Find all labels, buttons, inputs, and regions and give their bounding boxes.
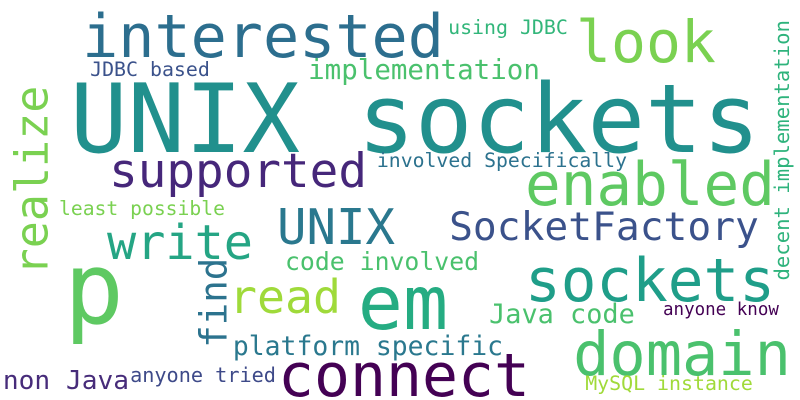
word-decent-implementation: decent implementation (769, 19, 794, 281)
word-realize: realize (5, 85, 59, 275)
word-write: write (107, 214, 253, 271)
word-unix: UNIX (277, 198, 396, 256)
word-involved-specifically: involved Specifically (376, 149, 627, 173)
word-mysql-instance: MySQL instance (585, 372, 753, 395)
word-anyone-know: anyone know (663, 300, 779, 321)
word-read: read (229, 269, 341, 324)
word-sockets: sockets (525, 246, 775, 316)
word-connect: connect (278, 341, 531, 400)
word-supported: supported (109, 144, 367, 200)
word-domain: domain (573, 319, 791, 390)
word-non-java: non Java (2, 365, 130, 396)
word-jdbc-based: JDBC based (90, 58, 210, 81)
word-java-code: Java code (489, 298, 635, 330)
word-implementation: implementation (308, 54, 540, 87)
word-code-involved: code involved (285, 246, 480, 276)
word-using-jdbc: using JDBC (448, 16, 568, 39)
word-least-possible: least possible (59, 197, 225, 221)
word-p: p (64, 232, 124, 348)
word-find: find (191, 257, 236, 349)
word-em: em (357, 258, 449, 347)
word-socketfactory: SocketFactory (449, 204, 759, 251)
word-unix-sockets: UNIX sockets (70, 63, 760, 176)
word-interested: interested (82, 2, 444, 72)
word-enabled: enabled (525, 150, 775, 220)
word-platform-specific: platform specific (232, 330, 503, 362)
word-anyone-tried: anyone tried (130, 362, 276, 387)
word-look: look (576, 8, 716, 76)
